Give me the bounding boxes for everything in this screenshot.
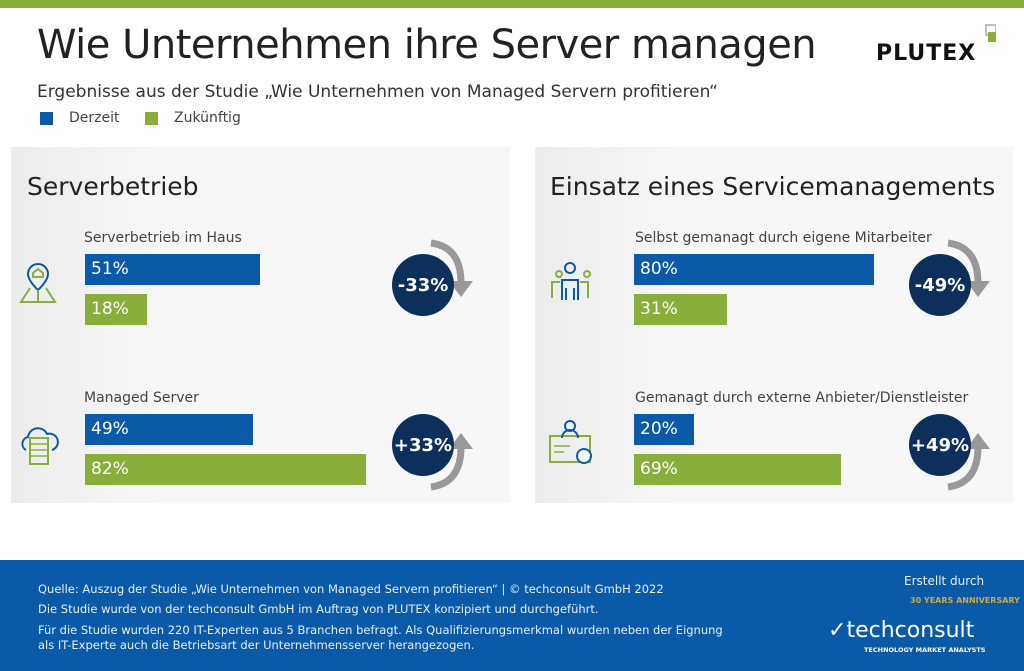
- bar-zukuenftig: 69%: [634, 454, 841, 485]
- bar-value-label: 82%: [91, 459, 129, 479]
- bar-value-label: 18%: [91, 299, 129, 319]
- anniversary-badge: 30 YEARS ANNIVERSARY: [910, 596, 1020, 605]
- arrow-up-icon: [430, 433, 473, 491]
- bar-derzeit: 49%: [85, 414, 254, 445]
- category-label: Managed Server: [84, 390, 199, 406]
- bar-derzeit: 80%: [634, 254, 874, 285]
- legend-label: Zukünftig: [174, 110, 241, 126]
- footer-source: Quelle: Auszug der Studie „Wie Unternehm…: [38, 582, 664, 596]
- page-title: Wie Unternehmen ihre Server managen: [37, 22, 817, 68]
- category-label: Gemanagt durch externe Anbieter/Dienstle…: [635, 390, 969, 406]
- page-subtitle: Ergebnisse aus der Studie „Wie Unternehm…: [37, 82, 718, 102]
- legend-swatch: [145, 111, 158, 125]
- bar-zukuenftig: 18%: [85, 294, 147, 325]
- certificate-icon: [549, 420, 592, 464]
- category-label: Serverbetrieb im Haus: [84, 230, 242, 246]
- footer: Quelle: Auszug der Studie „Wie Unternehm…: [0, 560, 1024, 671]
- arrow-down-icon: [430, 239, 473, 297]
- bar-derzeit: 20%: [634, 414, 694, 445]
- change-badge: -33%: [392, 254, 454, 316]
- category-label: Selbst gemanagt durch eigene Mitarbeiter: [635, 230, 932, 246]
- legend-derzeit: Derzeit: [40, 110, 120, 126]
- bar-zukuenftig: 82%: [85, 454, 367, 485]
- legend-zukuenftig: Zukünftig: [145, 110, 241, 126]
- footer-text: Die Studie wurde von der techconsult Gmb…: [38, 602, 599, 616]
- change-badge: +49%: [909, 414, 971, 476]
- brand-name: techconsult: [846, 618, 975, 643]
- change-badge: +33%: [392, 414, 454, 476]
- team-icon: [551, 262, 591, 300]
- footer-text: als IT-Experte auch die Betriebsart der …: [38, 638, 475, 652]
- cloud-server-icon: [21, 427, 59, 465]
- bar-zukuenftig: 31%: [634, 294, 727, 325]
- legend-label: Derzeit: [69, 110, 120, 126]
- bar-value-label: 69%: [640, 459, 678, 479]
- techconsult-logo: ✓techconsult: [828, 618, 975, 643]
- tagline: TECHNOLOGY MARKET ANALYSTS: [864, 646, 986, 654]
- bar-derzeit: 51%: [85, 254, 260, 285]
- plutex-logo: PLUTEX: [876, 24, 996, 66]
- bar-value-label: 31%: [640, 299, 678, 319]
- change-badge: -49%: [909, 254, 971, 316]
- footer-text: Für die Studie wurden 220 IT-Experten au…: [38, 623, 723, 637]
- legend-swatch: [40, 111, 53, 125]
- panel-title: Einsatz eines Servicemanagements: [550, 172, 996, 201]
- top-accent-bar: [0, 0, 1024, 8]
- panel-title: Serverbetrieb: [27, 172, 199, 201]
- arrow-down-icon: [947, 239, 990, 297]
- svg-text:PLUTEX: PLUTEX: [876, 41, 976, 66]
- created-by-label: Erstellt durch: [904, 574, 985, 588]
- arrow-up-icon: [947, 433, 990, 491]
- bar-value-label: 80%: [640, 259, 678, 279]
- home-map-pin-icon: [19, 262, 57, 303]
- bar-value-label: 49%: [91, 419, 129, 439]
- bar-value-label: 20%: [640, 419, 678, 439]
- bar-value-label: 51%: [91, 259, 129, 279]
